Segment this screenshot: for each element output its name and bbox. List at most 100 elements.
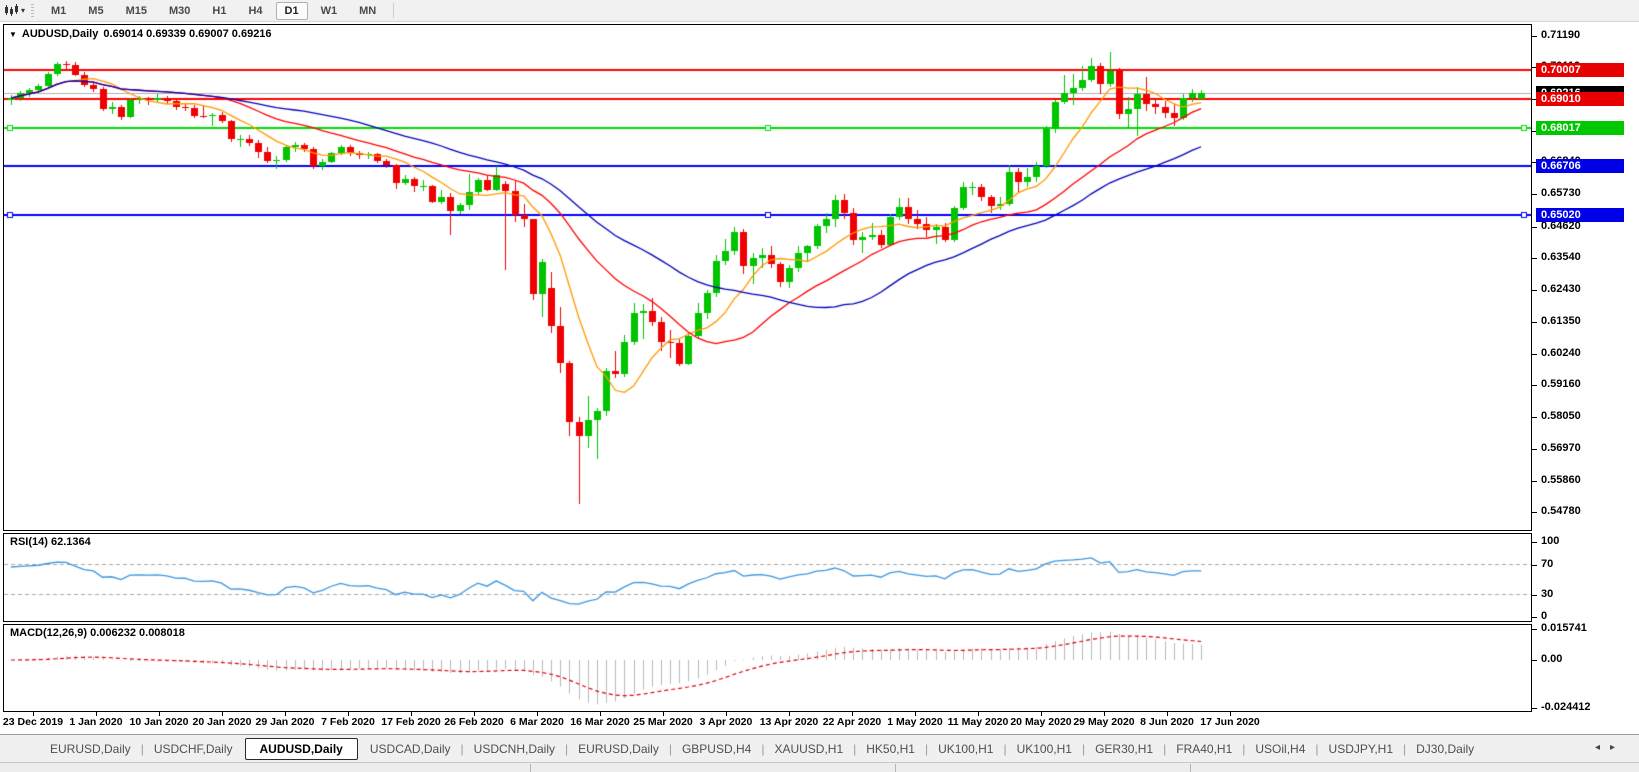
tab-usdcad-daily[interactable]: USDCAD,Daily [369, 742, 451, 756]
price-tick-label: 0.58050 [1541, 410, 1581, 423]
timeframe-button-w1[interactable]: W1 [320, 4, 338, 17]
tab-fra40-h1[interactable]: FRA40,H1 [1176, 742, 1233, 756]
chart-ohlc-values: 0.69014 0.69339 0.69007 0.69216 [103, 28, 272, 40]
toolbar-grip[interactable] [31, 3, 35, 18]
date-tick [600, 712, 601, 716]
tab-eurusd-daily[interactable]: EURUSD,Daily [50, 742, 131, 756]
axis-tick [1532, 290, 1537, 292]
date-label: 1 Jan 2020 [69, 716, 123, 728]
tab-usoil-h4[interactable]: USOil,H4 [1255, 742, 1306, 756]
date-tick [348, 712, 349, 716]
date-tick [1104, 712, 1105, 716]
timeframe-button-m15[interactable]: M15 [125, 4, 147, 17]
tab-scroll-arrows: ◂▸ [1595, 742, 1625, 753]
macd-tick-label: -0.024412 [1541, 700, 1591, 713]
date-tick [789, 712, 790, 716]
price-level-box: 0.70007 [1536, 63, 1624, 78]
tab-scroll-right-icon[interactable]: ▸ [1609, 742, 1625, 753]
axis-tick [1532, 448, 1537, 450]
date-tick [33, 712, 34, 716]
tab-separator: | [1163, 742, 1167, 756]
timeframe-buttons: M1 M5 M15 M30 H1 H4 D1 W1 MN [40, 1, 387, 20]
axis-tick [1532, 67, 1537, 69]
chart-symbol-period: AUDUSD,Daily [21, 28, 99, 40]
collapse-caret-icon[interactable]: ▼ [9, 29, 17, 39]
date-axis[interactable]: 23 Dec 2019 1 Jan 2020 10 Jan 2020 20 Jan 2… [3, 712, 1532, 734]
tab-gbpusd-h4[interactable]: GBPUSD,H4 [681, 742, 752, 756]
tab-uk100-h1[interactable]: UK100,H1 [1016, 742, 1072, 756]
axis-tick [1532, 226, 1537, 228]
tab-separator: | [924, 742, 929, 756]
tab-scroll-left-icon[interactable]: ◂ [1594, 742, 1610, 753]
tab-separator: | [140, 742, 144, 756]
timeframe-button-m5[interactable]: M5 [88, 4, 104, 17]
price-tick-label: 0.54780 [1541, 505, 1581, 518]
price-chart-canvas[interactable] [4, 25, 1531, 530]
date-tick [726, 712, 727, 716]
tab-usdcnh-daily[interactable]: USDCNH,Daily [473, 742, 556, 756]
price-tick-label: 0.71190 [1541, 29, 1581, 42]
tab-ger30-h1[interactable]: GER30,H1 [1095, 742, 1154, 756]
axis-tick [1532, 162, 1537, 164]
tab-separator: | [1315, 742, 1319, 756]
chart-type-button[interactable]: ▾ [0, 2, 29, 20]
timeframe-button-h1[interactable]: H1 [212, 4, 227, 17]
axis-tick [1532, 194, 1537, 196]
tab-eurusd-daily[interactable]: EURUSD,Daily [578, 742, 659, 756]
axis-tick [1532, 617, 1537, 618]
macd-tick-label: 0.015741 [1541, 622, 1587, 635]
timeframe-button-m30[interactable]: M30 [168, 4, 191, 17]
timeframe-toolbar: ▾ M1 M5 M15 M30 H1 H4 D1 W1 MN [0, 0, 1639, 22]
axis-tick [1532, 98, 1537, 100]
axis-tick [1532, 321, 1537, 323]
timeframe-button-d1[interactable]: D1 [275, 1, 308, 20]
status-strip [0, 762, 1639, 772]
date-label: 29 Jan 2020 [255, 716, 315, 728]
date-tick [1230, 712, 1231, 716]
macd-canvas[interactable] [4, 625, 1531, 711]
tab-uk100-h1[interactable]: UK100,H1 [938, 742, 994, 756]
axis-tick [1532, 258, 1537, 260]
price-axis[interactable]: 0.711900.701100.690300.679200.668400.657… [1532, 24, 1639, 713]
date-tick [96, 712, 97, 716]
timeframe-button-h4[interactable]: H4 [248, 4, 263, 17]
tab-usdjpy-h1[interactable]: USDJPY,H1 [1328, 742, 1394, 756]
date-label: 25 Mar 2020 [633, 716, 693, 728]
date-label: 8 Jun 2020 [1140, 716, 1194, 728]
macd-indicator-panel[interactable]: MACD(12,26,9) 0.006232 0.008018 [3, 624, 1532, 712]
tab-separator: | [1081, 742, 1086, 756]
date-label: 20 Jan 2020 [192, 716, 252, 728]
date-tick [852, 712, 853, 716]
rsi-canvas[interactable] [4, 534, 1531, 621]
axis-tick [1532, 707, 1537, 709]
timeframe-button-mn[interactable]: MN [359, 4, 377, 17]
tab-xauusd-h1[interactable]: XAUUSD,H1 [774, 742, 844, 756]
axis-tick [1532, 564, 1537, 566]
tab-dj30-daily[interactable]: DJ30,Daily [1416, 742, 1475, 756]
status-divider [530, 764, 531, 772]
macd-tick-label: 0.00 [1541, 653, 1563, 666]
tab-separator: | [761, 742, 765, 756]
tab-separator: | [460, 742, 464, 756]
timeframe-button-m1[interactable]: M1 [51, 4, 67, 17]
date-tick [915, 712, 916, 716]
price-chart-panel[interactable]: ▼ AUDUSD,Daily 0.69014 0.69339 0.69007 0… [3, 24, 1532, 531]
price-level-box: 0.66706 [1536, 159, 1624, 174]
tab-audusd-daily[interactable]: AUDUSD,Daily [244, 738, 358, 760]
price-level-box: 0.65020 [1536, 208, 1624, 223]
rsi-tick-label: 70 [1541, 557, 1554, 570]
axis-tick [1532, 385, 1537, 387]
tab-separator: | [1403, 742, 1407, 756]
axis-tick [1532, 36, 1537, 38]
date-tick [978, 712, 979, 716]
date-label: 6 Mar 2020 [510, 716, 564, 728]
price-tick-label: 0.60240 [1541, 346, 1581, 359]
date-label: 20 May 2020 [1010, 716, 1072, 728]
date-label: 1 May 2020 [887, 716, 943, 728]
date-tick [411, 712, 412, 716]
date-label: 29 May 2020 [1073, 716, 1135, 728]
rsi-indicator-panel[interactable]: RSI(14) 62.1364 [3, 533, 1532, 622]
tab-usdchf-daily[interactable]: USDCHF,Daily [153, 742, 233, 756]
tab-hk50-h1[interactable]: HK50,H1 [866, 742, 915, 756]
date-label: 3 Apr 2020 [699, 716, 753, 728]
